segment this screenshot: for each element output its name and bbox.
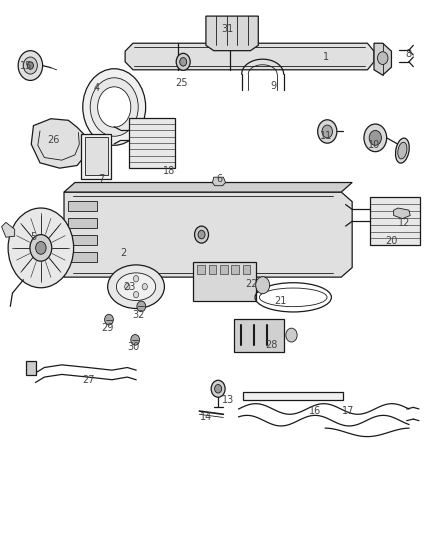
Polygon shape (231, 265, 239, 274)
Polygon shape (31, 119, 86, 168)
Text: 9: 9 (271, 81, 277, 91)
Text: 21: 21 (274, 296, 286, 306)
Text: 18: 18 (162, 166, 175, 176)
Polygon shape (64, 182, 352, 192)
Text: 2: 2 (120, 248, 126, 258)
Polygon shape (68, 235, 97, 245)
Circle shape (322, 125, 332, 138)
Circle shape (194, 226, 208, 243)
Circle shape (211, 380, 225, 397)
Text: 30: 30 (128, 342, 140, 352)
Circle shape (134, 276, 139, 282)
Text: 6: 6 (216, 174, 222, 184)
Circle shape (35, 241, 46, 254)
Polygon shape (394, 208, 410, 219)
Ellipse shape (396, 138, 409, 163)
Polygon shape (2, 222, 14, 237)
Text: 28: 28 (265, 340, 278, 350)
Text: 14: 14 (200, 413, 212, 423)
Circle shape (180, 58, 187, 66)
Circle shape (105, 314, 113, 325)
Circle shape (256, 277, 270, 294)
Bar (193, 262, 256, 301)
Text: 27: 27 (82, 375, 94, 385)
Polygon shape (68, 217, 97, 228)
Circle shape (142, 284, 148, 290)
Ellipse shape (398, 142, 407, 159)
Text: 32: 32 (132, 310, 145, 320)
Text: 16: 16 (309, 406, 321, 416)
Circle shape (18, 51, 42, 80)
Polygon shape (220, 265, 228, 274)
Circle shape (98, 87, 131, 127)
Text: 4: 4 (94, 83, 100, 93)
Polygon shape (212, 177, 226, 185)
Ellipse shape (108, 265, 164, 309)
Text: 29: 29 (102, 323, 114, 333)
Polygon shape (197, 265, 205, 274)
Polygon shape (206, 16, 258, 51)
Text: 26: 26 (47, 135, 59, 145)
Circle shape (318, 120, 337, 143)
Polygon shape (64, 192, 352, 277)
Text: 1: 1 (323, 52, 329, 61)
Text: 10: 10 (368, 140, 380, 150)
Circle shape (286, 328, 297, 342)
Bar (130, 118, 175, 168)
Circle shape (83, 69, 146, 146)
Circle shape (378, 52, 388, 64)
Bar (234, 319, 285, 352)
Circle shape (131, 335, 140, 345)
Circle shape (176, 53, 190, 70)
Circle shape (90, 78, 138, 136)
Circle shape (23, 57, 37, 74)
Circle shape (198, 230, 205, 239)
Text: 11: 11 (320, 131, 332, 141)
Polygon shape (125, 43, 374, 70)
Text: 15: 15 (20, 61, 32, 70)
Polygon shape (26, 361, 35, 375)
Circle shape (369, 131, 381, 146)
Circle shape (30, 235, 52, 261)
Bar (370, 197, 420, 245)
Bar (81, 134, 111, 179)
Text: 8: 8 (406, 49, 412, 59)
Polygon shape (68, 252, 97, 262)
Text: 23: 23 (124, 282, 136, 292)
Text: 17: 17 (342, 406, 354, 416)
Text: 31: 31 (222, 24, 234, 34)
Text: 7: 7 (98, 174, 104, 184)
Polygon shape (68, 200, 97, 211)
Text: 25: 25 (176, 78, 188, 87)
Circle shape (134, 292, 139, 298)
Circle shape (8, 208, 74, 288)
Bar (243, 392, 343, 400)
Text: 20: 20 (385, 236, 398, 246)
Ellipse shape (117, 273, 155, 301)
Circle shape (137, 301, 146, 312)
Text: 12: 12 (399, 218, 411, 228)
Polygon shape (374, 43, 392, 75)
Text: 22: 22 (245, 279, 258, 288)
Text: 13: 13 (222, 395, 234, 406)
Circle shape (125, 284, 130, 290)
Text: 5: 5 (30, 232, 36, 243)
Circle shape (27, 62, 33, 69)
Bar (85, 138, 108, 175)
Polygon shape (243, 265, 251, 274)
Polygon shape (208, 265, 216, 274)
Circle shape (364, 124, 387, 152)
Circle shape (215, 384, 222, 393)
